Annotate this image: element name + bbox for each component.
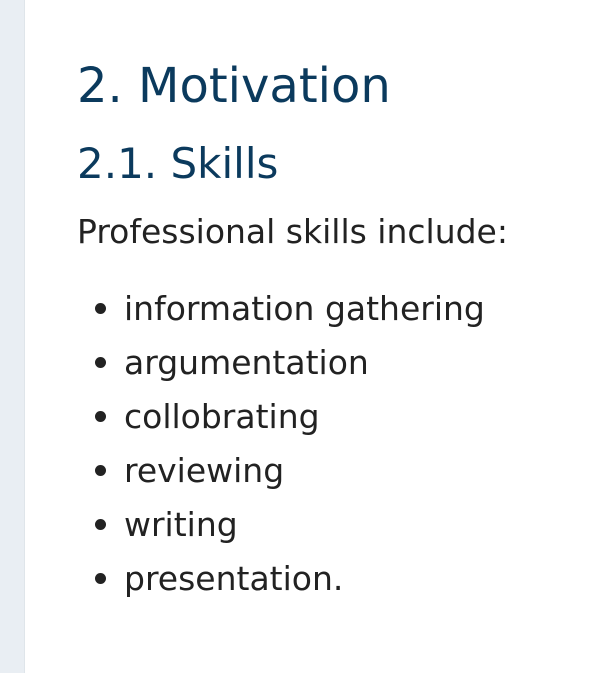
document-content: 2. Motivation 2.1. Skills Professional s…: [77, 56, 597, 606]
list-item: writing: [77, 498, 597, 552]
bullet-icon: [95, 411, 106, 422]
list-item: collobrating: [77, 390, 597, 444]
list-item-text: reviewing: [124, 451, 285, 490]
list-item-text: collobrating: [124, 397, 320, 436]
left-sidebar-rail: [0, 0, 25, 673]
list-item: argumentation: [77, 336, 597, 390]
intro-paragraph: Professional skills include:: [77, 212, 508, 251]
bullet-icon: [95, 303, 106, 314]
subsection-heading: 2.1. Skills: [77, 139, 279, 188]
list-item-text: information gathering: [124, 289, 485, 328]
bullet-icon: [95, 519, 106, 530]
list-item: reviewing: [77, 444, 597, 498]
list-item: information gathering: [77, 282, 597, 336]
list-item-text: writing: [124, 505, 238, 544]
bullet-icon: [95, 573, 106, 584]
list-item-text: presentation.: [124, 559, 344, 598]
skills-list: information gathering argumentation coll…: [77, 282, 597, 606]
bullet-icon: [95, 357, 106, 368]
section-heading: 2. Motivation: [77, 58, 391, 114]
bullet-icon: [95, 465, 106, 476]
list-item: presentation.: [77, 552, 597, 606]
list-item-text: argumentation: [124, 343, 369, 382]
